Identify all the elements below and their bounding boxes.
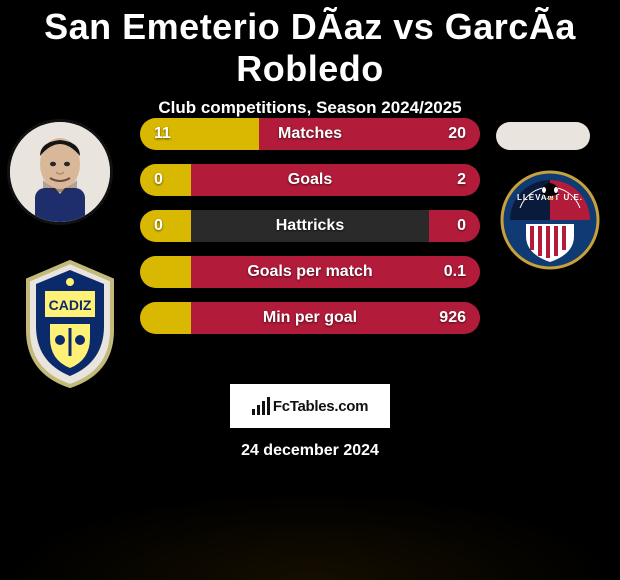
- stat-label: Matches: [140, 125, 480, 143]
- club-left-crest: CADIZ: [20, 260, 120, 388]
- stat-label: Goals: [140, 171, 480, 189]
- stat-row: Min per goal926: [140, 302, 480, 334]
- player-right-avatar-placeholder: [496, 122, 590, 150]
- stat-right-value: 20: [448, 125, 480, 143]
- stat-row: 0Goals2: [140, 164, 480, 196]
- fctables-text: FcTables.com: [273, 398, 368, 415]
- stat-bars: 11Matches200Goals20Hattricks0Goals per m…: [140, 118, 480, 334]
- subtitle: Club competitions, Season 2024/2025: [0, 98, 620, 118]
- stat-right-value: 926: [439, 309, 480, 327]
- stat-right-value: 0: [457, 217, 480, 235]
- date: 24 december 2024: [0, 442, 620, 460]
- player-left-avatar: [10, 122, 110, 222]
- fctables-bars-icon: [252, 397, 270, 415]
- stat-right-value: 2: [457, 171, 480, 189]
- pitch-gradient: [0, 490, 620, 580]
- stat-row: 0Hattricks0: [140, 210, 480, 242]
- stat-label: Goals per match: [140, 263, 480, 281]
- stat-row: 11Matches20: [140, 118, 480, 150]
- fctables-logo: FcTables.com: [230, 384, 390, 428]
- stat-label: Hattricks: [140, 217, 480, 235]
- club-right-crest: LLEVANT U.E.: [500, 170, 600, 270]
- svg-text:CADIZ: CADIZ: [49, 297, 92, 313]
- stat-right-value: 0.1: [444, 263, 480, 281]
- page-title: San Emeterio DÃaz vs GarcÃa Robledo: [0, 0, 620, 90]
- stat-label: Min per goal: [140, 309, 480, 327]
- stat-row: Goals per match0.1: [140, 256, 480, 288]
- comparison-card: San Emeterio DÃaz vs GarcÃa Robledo Club…: [0, 0, 620, 580]
